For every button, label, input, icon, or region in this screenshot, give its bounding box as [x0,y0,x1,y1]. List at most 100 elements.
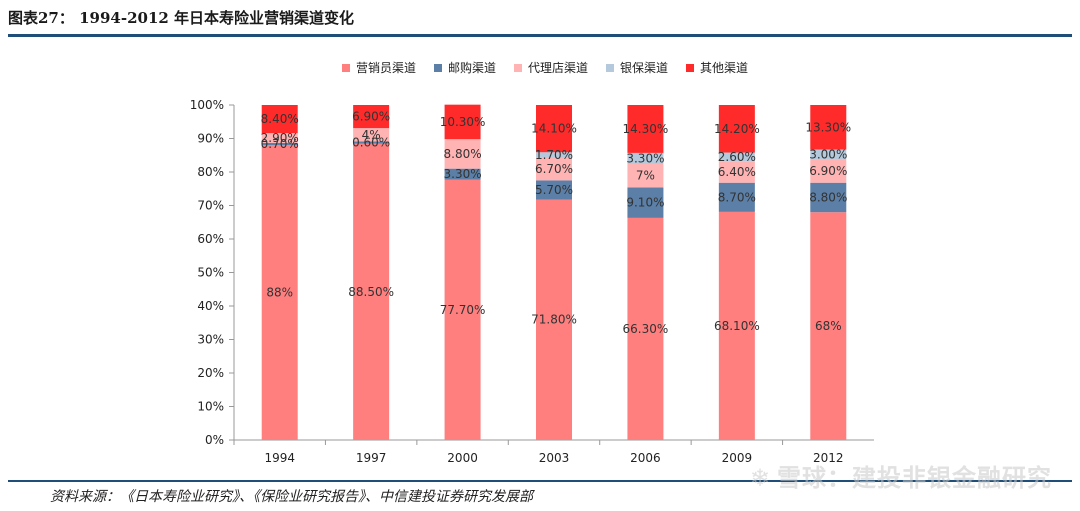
bar-segment [627,217,664,440]
bar-segment [718,211,755,440]
bar-segment [810,212,847,440]
bar-segment [444,168,481,180]
data-label: 2.90% [261,131,299,145]
source-note: 资料来源：《日本寿险业研究》、《保险业研究报告》、中信建投证券研究发展部 [50,489,533,505]
data-label: 9.10% [626,196,664,210]
bar-segment [444,104,481,140]
bar-segment [261,133,298,143]
y-tick-label: 0% [205,433,224,447]
bar-segment [627,163,664,188]
data-label: 8.70% [718,190,756,204]
stacked-bar-chart: 0% 10% 20% 30% 40% 50% 60% 70% 80% 90% 100% 88% 0.70… [190,60,874,465]
data-label: 6.40% [718,165,756,179]
y-tick-label: 50% [197,266,224,280]
bar-segment [444,179,481,440]
legend-label: 银保渠道 [620,61,668,75]
data-label: 0.70% [261,137,299,151]
bar-segment [627,105,664,153]
footer-rule [8,480,1072,482]
data-label: 3.30% [626,151,664,165]
bar-segment [353,128,390,142]
data-label: 5.70% [535,183,573,197]
bar-segment [810,159,847,183]
x-tick-label: 2006 [630,451,661,465]
bar-segment [718,161,755,183]
snowball-icon: ❄ [749,464,771,492]
bar-segment [536,152,572,158]
y-tick-label: 80% [197,165,224,179]
data-label: 0.60% [352,136,390,150]
data-label: 3.00% [809,148,847,162]
watermark-text: 雪球：建投非银金融研究 [777,464,1052,492]
data-label: 8.40% [261,112,299,126]
data-label: 6.70% [535,162,573,176]
bar-segment [261,105,298,134]
data-label: 2.60% [718,150,756,164]
bar-segment [261,142,298,146]
data-label: 13.30% [805,120,851,134]
bar-segment [810,182,847,213]
legend-swatch [434,64,442,72]
watermark: ❄ 雪球：建投非银金融研究 [750,458,1052,493]
x-tick-label: 2009 [722,451,753,465]
bar-segment [536,180,572,200]
y-tick-label: 20% [197,366,224,380]
header-rule [8,34,1072,37]
legend-swatch [342,64,350,72]
legend-swatch [606,64,614,72]
data-label: 14.10% [531,122,577,136]
bar-segment [353,141,390,144]
bar-segment [718,182,755,212]
bar-segment [536,199,572,440]
y-tick-label: 10% [197,400,224,414]
x-tick-label: 2012 [813,451,844,465]
bar-segment [261,145,298,440]
x-tick-label: 1997 [356,451,387,465]
y-tick-label: 60% [197,232,224,246]
data-label: 6.90% [352,110,390,124]
bar-segment [718,152,755,162]
legend-swatch [686,64,694,72]
bar-segment [810,105,847,150]
data-label: 71.80% [531,313,577,327]
bar-segment [353,143,390,440]
data-label: 10.30% [440,115,486,129]
bar-segment [536,157,572,181]
data-label: 7% [636,169,655,183]
x-tick-label: 2000 [447,451,478,465]
y-tick-label: 100% [190,98,224,112]
bar-segment [353,105,390,129]
data-label: 6.90% [809,164,847,178]
data-label: 3.30% [444,167,482,181]
figure-title: 图表27： 1994-2012 年日本寿险业营销渠道变化 [8,9,355,27]
data-label: 77.70% [440,303,486,317]
legend-label: 其他渠道 [700,61,748,75]
y-tick-label: 70% [197,199,224,213]
data-label: 88% [266,286,293,300]
legend-label: 邮购渠道 [448,60,496,75]
data-label: 66.30% [623,322,669,336]
y-tick-label: 90% [197,132,224,146]
data-label: 14.30% [623,122,669,136]
data-label: 1.70% [535,148,573,162]
data-label: 88.50% [348,285,394,299]
y-tick-label: 40% [197,299,224,313]
x-tick-label: 1994 [264,451,295,465]
data-label: 68% [815,319,842,333]
bar-segment [718,105,755,153]
bar-segment [810,149,847,160]
legend-label: 代理店渠道 [528,61,588,75]
data-label: 14.20% [714,122,760,136]
bar-segment [627,187,664,218]
bar-segment [627,152,664,164]
data-label: 8.80% [809,190,847,204]
legend-swatch [514,64,522,72]
data-label: 68.10% [714,319,760,333]
data-label: 4% [362,128,381,142]
y-tick-label: 30% [197,333,224,347]
bar-segment [536,105,572,153]
bar-segment [444,139,481,169]
legend-label: 营销员渠道 [356,61,416,75]
x-tick-label: 2003 [539,451,570,465]
data-label: 8.80% [444,147,482,161]
